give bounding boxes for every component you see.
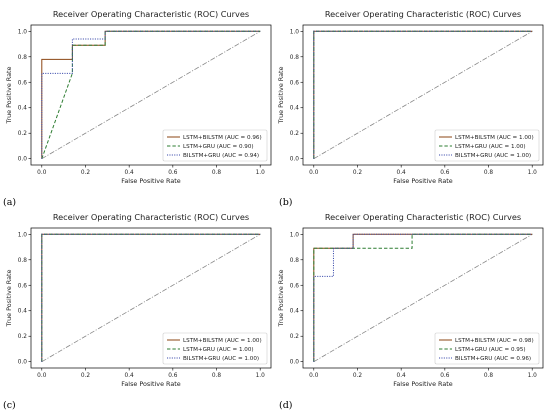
- legend-box: [434, 129, 540, 162]
- y-axis-label: True Positive Rate: [5, 66, 13, 124]
- y-tick-label: 0.0: [290, 157, 300, 163]
- chance-diagonal-line: [313, 233, 533, 363]
- panel-label: (d): [279, 400, 293, 411]
- x-tick-label: 0.8: [484, 373, 494, 379]
- chart-title: Receiver Operating Characteristic (ROC) …: [53, 212, 249, 222]
- x-tick-label: 0.0: [37, 170, 47, 176]
- chart-title: Receiver Operating Characteristic (ROC) …: [325, 212, 521, 222]
- x-tick-label: 0.0: [309, 170, 319, 176]
- y-tick-label: 0.6: [18, 283, 28, 289]
- y-tick-label: 0.0: [18, 360, 28, 366]
- y-tick-label: 0.0: [290, 360, 300, 366]
- x-tick-label: 0.0: [309, 373, 319, 379]
- y-tick-label: 0.0: [18, 157, 28, 163]
- series-line-lstm-gru: [313, 233, 533, 362]
- legend-entry: BILSTM+GRU (AUC = 0.96): [455, 356, 531, 362]
- legend-entry: LSTM+GRU (AUC = 1.00): [183, 347, 254, 353]
- x-tick-label: 0.0: [37, 373, 47, 379]
- plot-frame: [30, 24, 272, 166]
- x-tick-label: 0.2: [353, 170, 363, 176]
- x-tick-label: 1.0: [256, 170, 266, 176]
- y-tick-label: 0.2: [18, 131, 28, 137]
- x-tick-label: 0.8: [212, 170, 222, 176]
- y-tick-label: 0.4: [18, 309, 28, 315]
- x-axis-label: False Positive Rate: [393, 380, 452, 388]
- x-tick-label: 1.0: [256, 373, 266, 379]
- x-tick-label: 0.6: [440, 373, 450, 379]
- y-tick-label: 0.8: [18, 258, 28, 264]
- y-tick-label: 0.6: [18, 80, 28, 86]
- y-tick-label: 0.8: [18, 55, 28, 61]
- plot-frame: [302, 227, 544, 369]
- x-tick-label: 0.2: [81, 373, 91, 379]
- x-axis-label: False Positive Rate: [393, 177, 452, 185]
- y-tick-label: 1.0: [18, 232, 28, 238]
- x-tick-label: 0.2: [81, 170, 91, 176]
- legend-entry: BILSTM+GRU (AUC = 1.00): [183, 356, 259, 362]
- panel-label: (a): [3, 197, 16, 208]
- legend-box: [162, 332, 268, 365]
- plot-frame: [302, 24, 544, 166]
- x-tick-label: 0.2: [353, 373, 363, 379]
- y-tick-label: 0.2: [290, 131, 300, 137]
- x-tick-label: 0.8: [212, 373, 222, 379]
- chance-diagonal-line: [41, 233, 261, 363]
- x-axis-label: False Positive Rate: [121, 177, 180, 185]
- legend-box: [434, 332, 540, 365]
- panel-label: (c): [3, 400, 16, 411]
- roc-panel-2: Receiver Operating Characteristic (ROC) …: [277, 9, 544, 208]
- y-tick-label: 0.6: [290, 283, 300, 289]
- series-line-bilstm-gru: [41, 233, 261, 362]
- x-tick-label: 1.0: [528, 170, 538, 176]
- roc-panel-1: Receiver Operating Characteristic (ROC) …: [3, 9, 272, 208]
- y-tick-label: 0.4: [290, 106, 300, 112]
- y-tick-label: 0.8: [290, 258, 300, 264]
- legend-entry: LSTM+BILSTM (AUC = 0.96): [183, 135, 262, 141]
- x-tick-label: 0.4: [397, 373, 407, 379]
- y-tick-label: 0.4: [290, 309, 300, 315]
- roc-panel-4: Receiver Operating Characteristic (ROC) …: [277, 212, 544, 411]
- x-axis-label: False Positive Rate: [121, 380, 180, 388]
- x-tick-label: 0.8: [484, 170, 494, 176]
- legend-entry: LSTM+BILSTM (AUC = 1.00): [455, 135, 534, 141]
- y-axis-label: True Positive Rate: [277, 66, 285, 124]
- y-tick-label: 0.8: [290, 55, 300, 61]
- x-tick-label: 0.4: [125, 170, 135, 176]
- y-axis-label: True Positive Rate: [5, 269, 13, 327]
- x-tick-label: 0.6: [168, 373, 178, 379]
- legend-entry: LSTM+GRU (AUC = 0.95): [455, 347, 526, 353]
- x-tick-label: 0.6: [440, 170, 450, 176]
- legend-entry: BILSTM+GRU (AUC = 1.00): [455, 153, 531, 159]
- y-tick-label: 0.6: [290, 80, 300, 86]
- y-tick-label: 0.4: [18, 106, 28, 112]
- x-tick-label: 1.0: [528, 373, 538, 379]
- legend-box: [162, 129, 268, 162]
- series-line-bilstm-gru: [313, 30, 533, 159]
- x-tick-label: 0.6: [168, 170, 178, 176]
- legend-entry: LSTM+GRU (AUC = 0.90): [183, 144, 254, 150]
- roc-panel-3: Receiver Operating Characteristic (ROC) …: [3, 212, 272, 411]
- series-line-bilstm-gru: [313, 233, 533, 362]
- y-tick-label: 1.0: [290, 29, 300, 35]
- y-tick-label: 1.0: [18, 29, 28, 35]
- legend-entry: LSTM+BILSTM (AUC = 1.00): [183, 338, 262, 344]
- legend-entry: BILSTM+GRU (AUC = 0.94): [183, 153, 259, 159]
- plot-frame: [30, 227, 272, 369]
- y-tick-label: 1.0: [290, 232, 300, 238]
- legend-entry: LSTM+BILSTM (AUC = 0.98): [455, 338, 534, 344]
- legend-entry: LSTM+GRU (AUC = 1.00): [455, 144, 526, 150]
- y-tick-label: 0.2: [290, 334, 300, 340]
- chance-diagonal-line: [313, 30, 533, 160]
- x-tick-label: 0.4: [397, 170, 407, 176]
- x-tick-label: 0.4: [125, 373, 135, 379]
- y-tick-label: 0.2: [18, 334, 28, 340]
- y-axis-label: True Positive Rate: [277, 269, 285, 327]
- chart-title: Receiver Operating Characteristic (ROC) …: [325, 9, 521, 19]
- chart-title: Receiver Operating Characteristic (ROC) …: [53, 9, 249, 19]
- panel-label: (b): [279, 197, 293, 208]
- series-line-lstm-bilstm: [41, 30, 261, 159]
- chance-diagonal-line: [41, 30, 261, 160]
